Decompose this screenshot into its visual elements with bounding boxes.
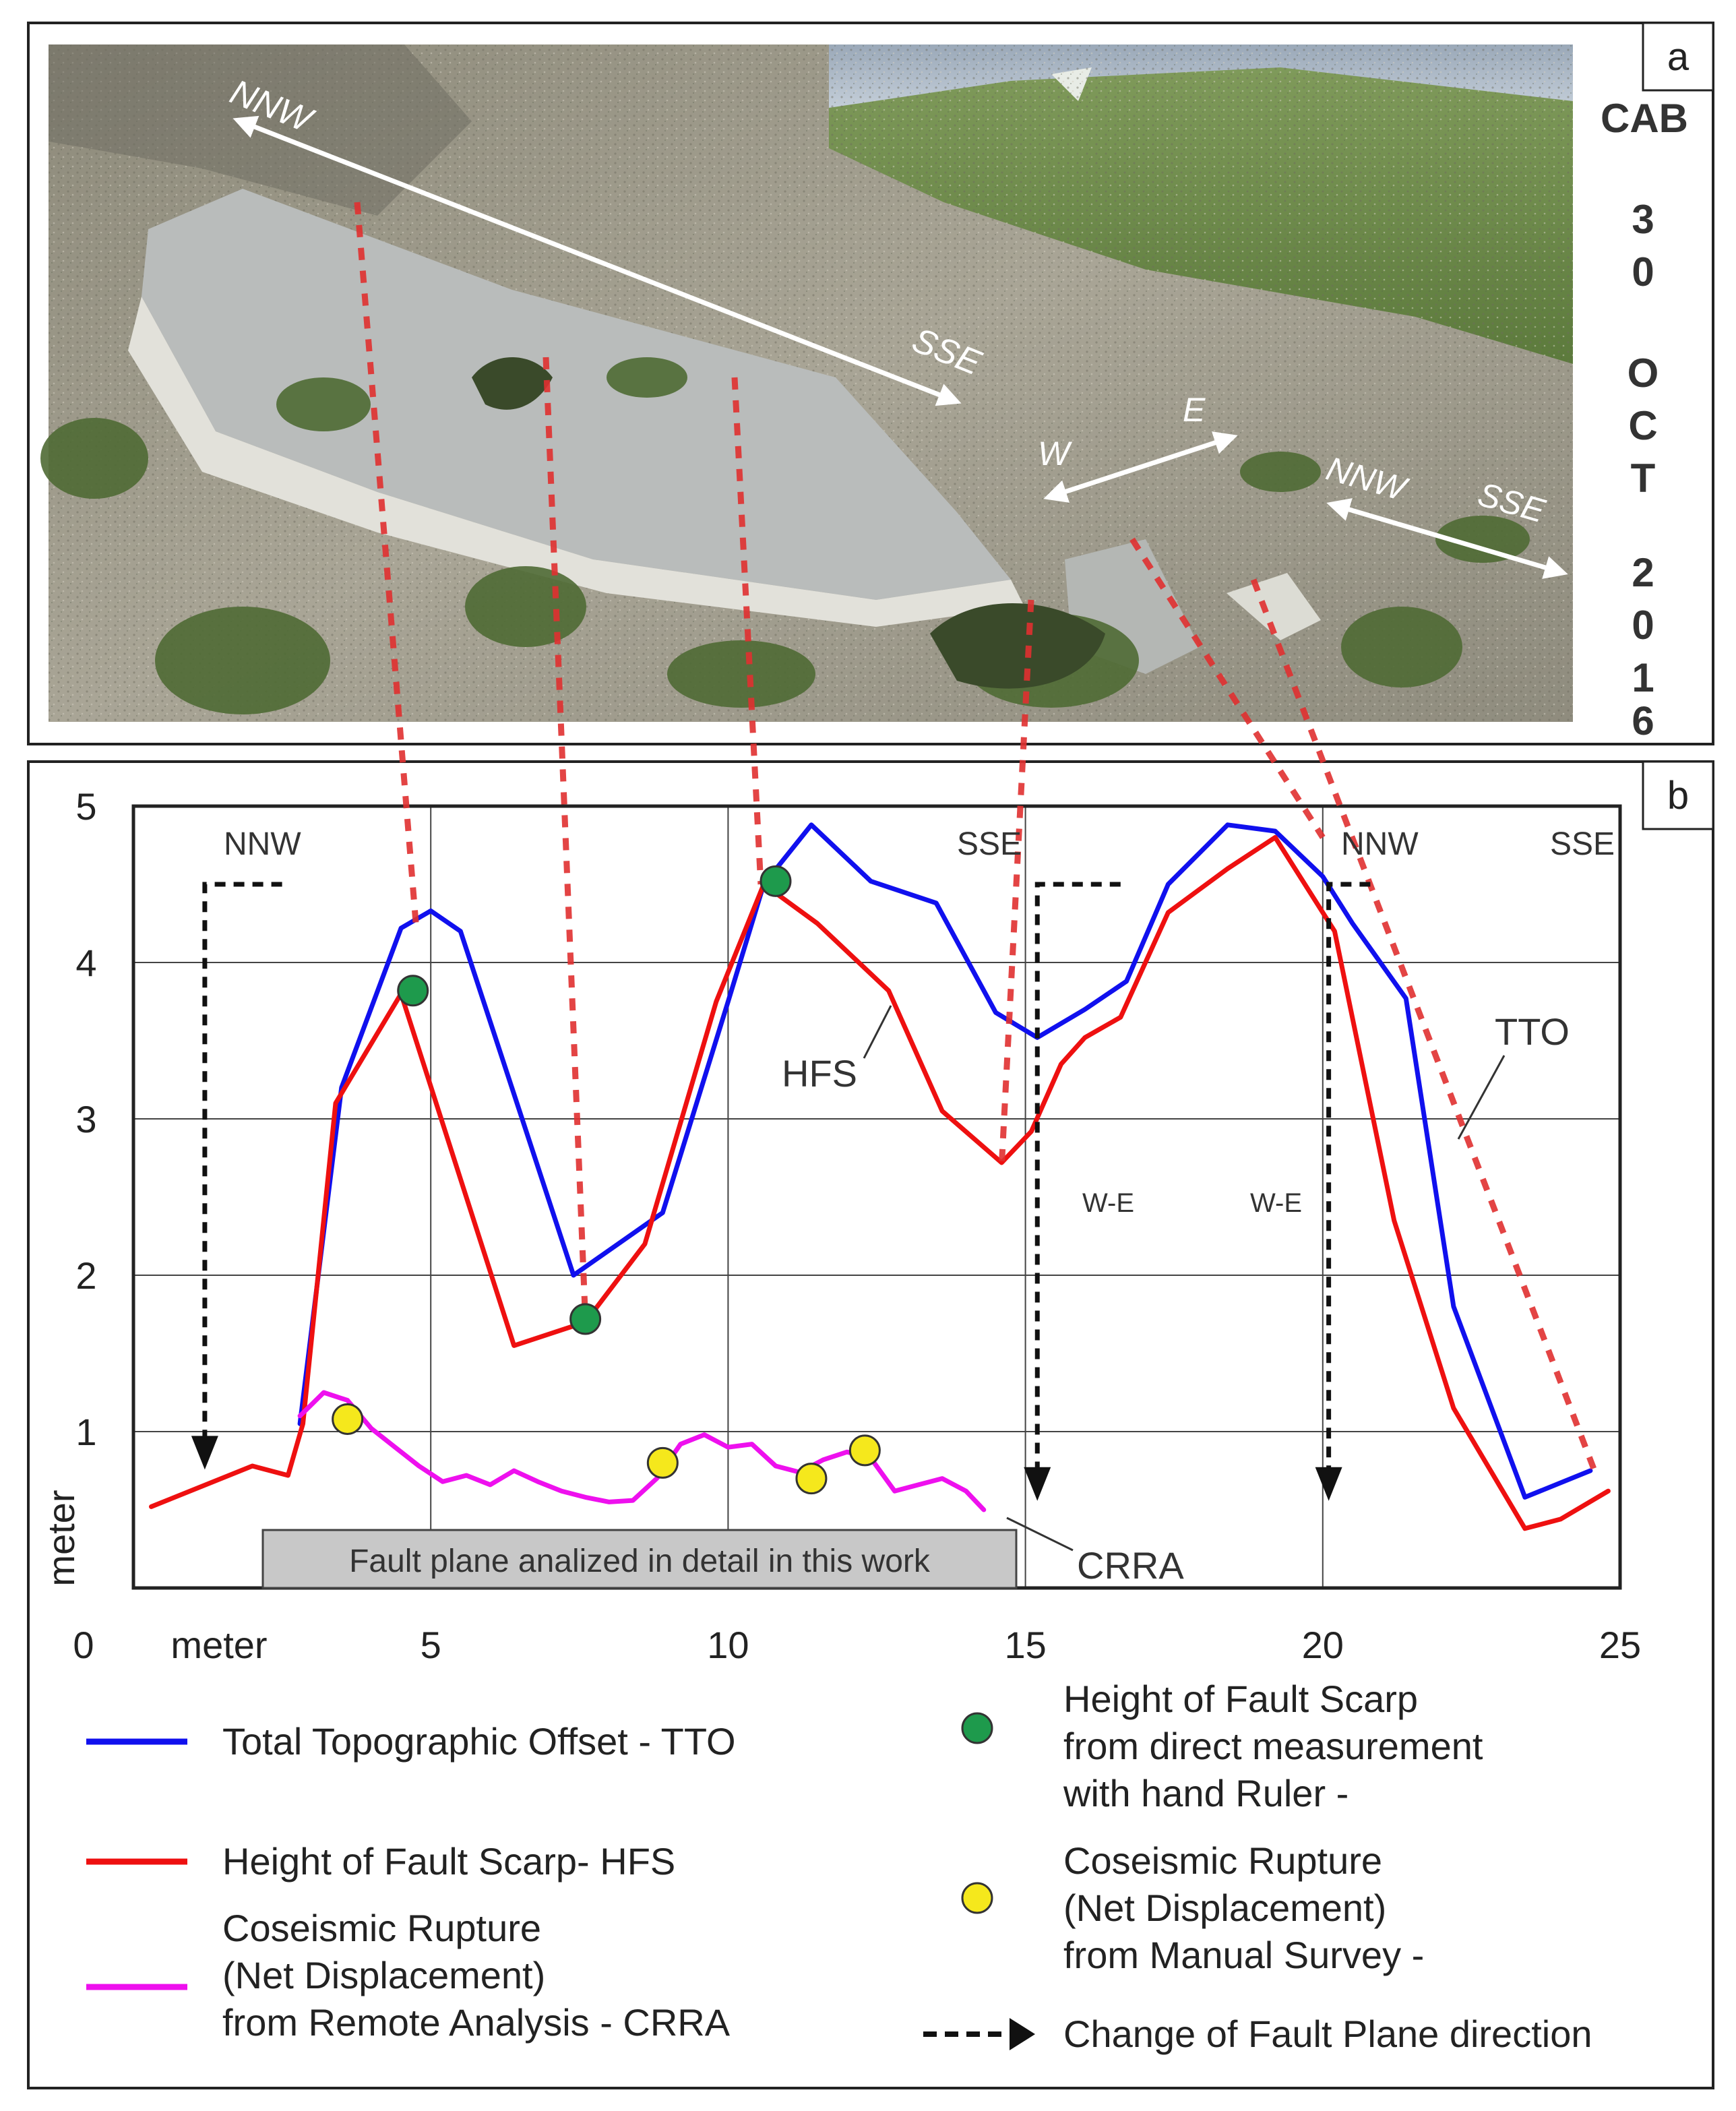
red-dotted-connector [731,377,764,885]
red-dotted-connector [354,202,419,924]
legend-hfs-label: Height of Fault Scarp- HFS [222,1840,675,1883]
legend-crra-label-3: from Remote Analysis - CRRA [222,2001,731,2044]
axis-ticks: 5 10 15 20 25 1 2 3 4 5 [75,785,1641,1666]
annot-nnw-1: NNW [224,826,301,862]
legend-crra-label-2: (Net Displacement) [222,1954,545,1996]
side-text-cab-30-oct-2016: CAB 3 0 O C T 2 0 1 6 [1601,96,1688,743]
annot-nnw-2: NNW [1341,826,1419,862]
annot-we-1: W-E [1082,1188,1134,1218]
legend-yellow-label-1: Coseismic Rupture [1063,1839,1382,1882]
legend-green-label-2: from direct measurement [1063,1725,1483,1767]
side-text-char: O [1628,350,1659,396]
measurement-point [569,1303,602,1335]
annot-sse-1: SSE [957,826,1022,862]
direction-change-path [1326,882,1371,1481]
red-dotted-connector [998,599,1034,1166]
measurement-point [760,865,792,897]
panel-a-label: a [1667,35,1690,79]
x-tick-label: 5 [421,1624,441,1666]
annot-we-2: W-E [1250,1188,1302,1218]
side-text-char: 0 [1632,249,1654,295]
x-tick-label: 20 [1302,1624,1344,1666]
side-text-char: 2 [1632,550,1654,595]
direction-change-path [1034,882,1121,1481]
y-axis-title: meter [40,1490,82,1586]
photo-label-e: E [1183,391,1206,429]
photo-label-w: W [1038,435,1073,472]
x-tick-label: 15 [1004,1624,1046,1666]
annot-tto: TTO [1495,1010,1570,1053]
y-tick-label: 4 [75,942,96,984]
y-tick-label: 5 [75,785,96,828]
series-line-hfs [149,834,1611,1531]
legend-green-dot [961,1712,993,1744]
legend-yellow-dot [961,1882,993,1914]
panel-b-label-box [1642,760,1714,830]
annotation-leaders [863,1005,1506,1552]
chart-series [149,822,1611,1531]
measurement-points [332,865,881,1495]
measurement-point [397,975,429,1007]
legend-green-label-3: with hand Ruler - [1063,1772,1348,1814]
direction-change-arrowhead [1024,1467,1051,1501]
legend-crra-label-1: Coseismic Rupture [222,1907,541,1949]
fault-plane-label: Fault plane analized in detail in this w… [349,1543,931,1579]
side-text-char: 0 [1632,603,1654,648]
side-text-char: 3 [1632,197,1654,242]
legend-arrow-head [1010,2018,1035,2050]
x-axis-title: meter [170,1624,267,1666]
measurement-point [646,1446,679,1479]
legend: Total Topographic Offset - TTO Height of… [86,1678,1592,2055]
arrow-nnw-sse-right [1326,498,1568,579]
direction-change-arrowhead [1315,1467,1342,1501]
axis-origin-label: 0 [73,1624,94,1666]
correlation-dotted-lines [354,202,1599,1477]
direction-change-arrows [191,882,1371,1501]
legend-green-label-1: Height of Fault Scarp [1063,1678,1418,1720]
side-text-cab: CAB [1601,96,1688,141]
series-line-tto [297,822,1593,1500]
measurement-point [848,1434,881,1467]
panel-b-label: b [1667,774,1689,818]
y-tick-label: 3 [75,1098,96,1140]
measurement-point [332,1403,364,1435]
legend-tto-label: Total Topographic Offset - TTO [222,1720,736,1763]
side-text-char: C [1628,403,1657,448]
legend-arrow-label: Change of Fault Plane direction [1063,2013,1592,2055]
chart-annotations: NNW SSE NNW SSE W-E W-E HFS TTO CRRA [224,826,1615,1587]
side-text-char: 6 [1632,698,1654,743]
panel-a-label-box [1642,22,1714,92]
legend-yellow-label-3: from Manual Survey - [1063,1934,1424,1976]
arrow-nnw-sse-main [232,115,962,406]
fault-plane-box [261,1529,1018,1589]
measurement-point [795,1463,828,1495]
direction-change-path [202,882,282,1450]
annot-sse-2: SSE [1550,826,1615,862]
legend-yellow-label-2: (Net Displacement) [1063,1887,1386,1929]
arrow-w-e [1043,431,1238,503]
series-line-crra [297,1390,987,1512]
direction-change-arrowhead [191,1436,218,1470]
annot-crra: CRRA [1077,1544,1184,1587]
red-dotted-connector [542,357,589,1320]
annot-hfs: HFS [782,1052,857,1095]
x-tick-label: 10 [707,1624,749,1666]
y-tick-label: 2 [75,1254,96,1297]
panel-b-frame [27,760,1714,2089]
x-tick-label: 25 [1599,1624,1641,1666]
y-tick-label: 1 [75,1411,96,1453]
side-text-char: 1 [1632,655,1654,700]
field-photo [40,44,1573,722]
side-text-char: T [1631,456,1656,501]
